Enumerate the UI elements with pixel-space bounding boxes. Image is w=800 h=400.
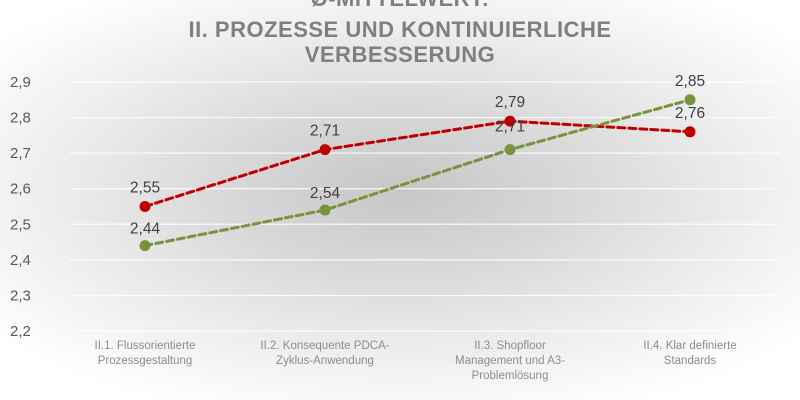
x-category-label-line: II.1. Flussorientierte — [95, 340, 196, 352]
series-line — [143, 119, 692, 208]
data-label: 2,44 — [130, 221, 161, 238]
y-tick-label: 2,5 — [10, 216, 31, 233]
series-line — [143, 98, 692, 248]
x-category-label: II.2. Konsequente PDCA- Zyklus-Anwendung — [260, 340, 389, 367]
data-point — [504, 144, 516, 156]
x-category-label-line: Prozessgestaltung — [98, 355, 193, 367]
data-point — [504, 115, 516, 127]
data-point — [139, 240, 151, 252]
x-category-label: II.1. Flussorientierte Prozessgestaltung — [95, 340, 196, 367]
data-point — [319, 144, 331, 156]
x-category-label-line: II.3. Shopfloor — [474, 340, 546, 352]
data-point — [139, 201, 151, 212]
data-label: 2,55 — [130, 180, 160, 197]
y-tick-label: 2,4 — [10, 252, 31, 269]
chart-subtitle-line-2: VERBESSERUNG — [305, 42, 496, 67]
x-category-label: II.3. Shopfloor Management und A3- Problem… — [455, 340, 565, 382]
chart-title: Ø-MITTELWERT: — [311, 0, 490, 11]
data-point — [684, 126, 696, 138]
x-category-label-line: Standards — [664, 355, 717, 367]
y-tick-label: 2,9 — [10, 74, 31, 91]
x-category-label-line: Problemlösung — [472, 370, 549, 382]
data-label: 2,79 — [495, 94, 525, 111]
x-category-label: II.4. Klar definierte Standards — [643, 340, 736, 367]
chart-subtitle-line-1: II. PROZESSE UND KONTINUIERLICHE — [188, 17, 611, 42]
data-label: 2,85 — [675, 73, 705, 90]
y-tick-label: 2,6 — [10, 181, 31, 198]
x-category-label-line: Zyklus-Anwendung — [276, 355, 374, 367]
x-category-label-line: II.2. Konsequente PDCA- — [260, 340, 389, 352]
y-tick-label: 2,2 — [10, 323, 31, 340]
data-label: 2,71 — [495, 119, 525, 136]
x-category-label-line: Management und A3- — [455, 355, 565, 367]
y-tick-label: 2,8 — [10, 110, 31, 127]
y-tick-label: 2,7 — [10, 145, 31, 162]
data-point — [319, 204, 331, 216]
data-point — [684, 94, 696, 106]
data-label: 2,54 — [310, 185, 341, 202]
data-label: 2,71 — [310, 123, 340, 140]
data-label: 2,76 — [675, 105, 705, 122]
x-category-label-line: II.4. Klar definierte — [643, 340, 736, 352]
y-tick-label: 2,3 — [10, 287, 31, 304]
